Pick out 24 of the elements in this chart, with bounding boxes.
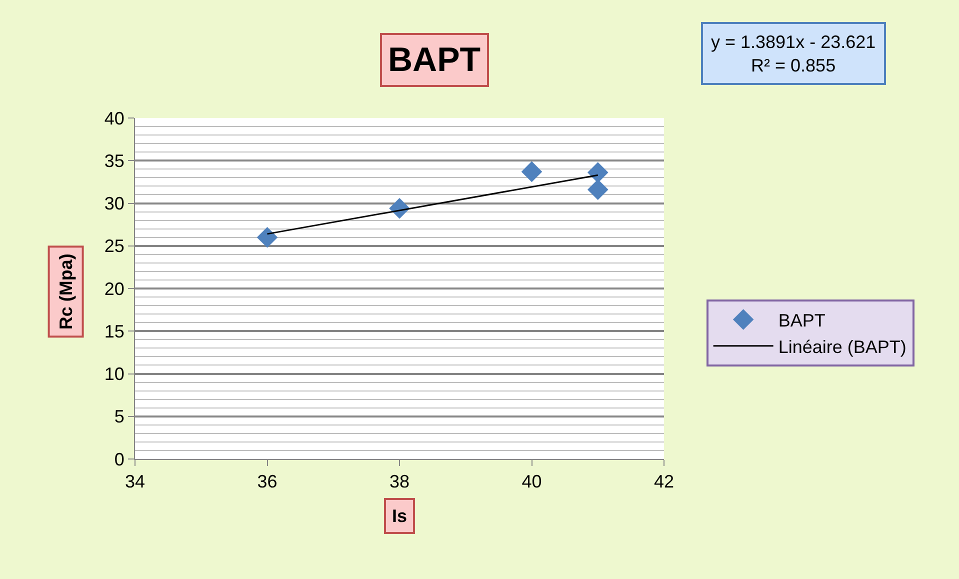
y-tick-label: 30 (104, 194, 124, 214)
point (256, 226, 278, 248)
x-tick-label: 42 (654, 472, 674, 492)
x-tick-label: 38 (389, 472, 410, 492)
x-tick-label: 36 (257, 472, 278, 492)
y-tick-label: 5 (114, 406, 124, 427)
point (587, 179, 608, 200)
y-tick-label: 40 (104, 108, 124, 128)
x-tick-label: 34 (124, 472, 146, 492)
point (587, 162, 608, 183)
y-tick-label: 25 (104, 236, 124, 256)
chart-title: BAPT (388, 41, 481, 79)
text: y = 1.3891x - 23.621 R² = 0.855 (711, 32, 876, 76)
y-tick-label: 15 (104, 321, 124, 342)
x-tick-label: 40 (522, 472, 542, 492)
point (521, 161, 542, 182)
y-tick-label: 20 (104, 278, 124, 299)
y-tick-label: 35 (104, 150, 124, 171)
y-tick-label: 0 (114, 449, 124, 470)
x-axis-title: Is (392, 506, 408, 526)
legend-label: BAPT (778, 310, 826, 331)
y-axis-title: Rc (Mpa) (56, 254, 76, 330)
y-tick-label: 10 (104, 364, 124, 384)
legend-label: Linéaire (BAPT) (778, 336, 906, 357)
